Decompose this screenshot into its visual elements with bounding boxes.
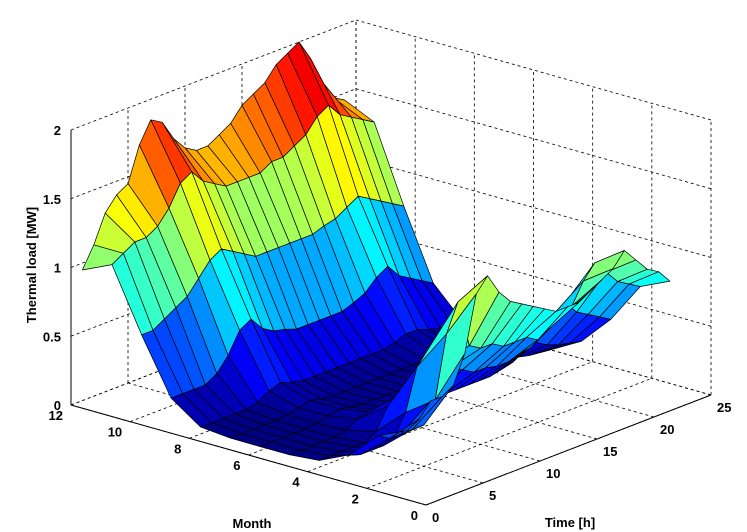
z-tick-label: 2: [54, 123, 61, 138]
z-tick-label: 1: [54, 261, 61, 276]
y-tick-label: 6: [233, 458, 240, 473]
x-tick-label: 15: [603, 444, 617, 459]
z-tick-label: 0: [54, 398, 61, 413]
surface-facet: [377, 418, 420, 439]
x-axis-label: Time [h]: [545, 515, 595, 530]
y-tick-label: 12: [49, 408, 63, 423]
grid-line: [70, 19, 357, 131]
y-tick-label: 4: [292, 475, 300, 490]
grid-line: [366, 377, 652, 489]
y-axis-line: [70, 404, 427, 506]
y-tick-label: 0: [411, 508, 418, 523]
grid-line: [355, 88, 712, 190]
x-tick-label: 10: [546, 466, 560, 481]
surface: [82, 41, 671, 461]
z-tick-label: 1.5: [43, 192, 61, 207]
x-tick-label: 25: [717, 400, 731, 415]
x-axis-line: [425, 394, 712, 506]
z-axis-label: Thermal load [MW]: [24, 207, 39, 323]
x-tick-label: 0: [432, 510, 439, 525]
y-tick-label: 10: [108, 425, 122, 440]
x-tick-label: 5: [489, 488, 496, 503]
grid-line: [355, 157, 712, 258]
grid-line: [355, 19, 712, 121]
y-tick-label: 8: [174, 441, 181, 456]
y-axis-label: Month: [233, 516, 272, 531]
y-tick-label: 2: [352, 491, 359, 506]
x-tick-label: 20: [660, 422, 674, 437]
z-tick-label: 0.5: [43, 329, 61, 344]
